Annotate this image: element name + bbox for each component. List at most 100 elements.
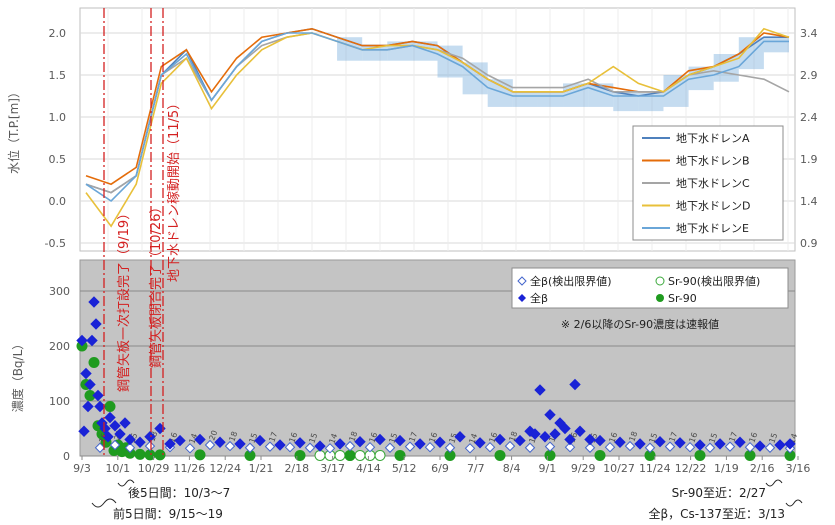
beta-point xyxy=(434,436,446,448)
beta-limit-data-label: 17 xyxy=(407,431,419,444)
upper-y2-tick-label: 1.4 xyxy=(800,195,818,208)
sr90-point xyxy=(294,449,306,461)
legend-label-drain-D: 地下水ドレンD xyxy=(676,200,750,213)
beta-limit-point xyxy=(624,440,636,452)
beta-point xyxy=(514,434,526,447)
footnote-sr90-recent: Sr-90至近：2/27 xyxy=(672,486,766,500)
footnote-beta-recent: 全β，Cs-137至近：3/13 xyxy=(649,506,785,521)
beta-point xyxy=(84,378,96,391)
upper-y-tick-label: 2.0 xyxy=(49,27,67,40)
beta-point xyxy=(634,438,646,450)
beta-point xyxy=(774,439,786,451)
beta-limit-point xyxy=(344,440,356,452)
lower-y-tick-label: 0 xyxy=(63,450,70,463)
lower-points-group: 1520151816142018151716151418161517161514… xyxy=(76,296,799,461)
x-tick-label: 10/1 xyxy=(105,462,130,475)
sr90-point xyxy=(134,448,146,460)
beta-point xyxy=(109,420,121,432)
beta-point xyxy=(474,437,486,449)
beta-limit-point xyxy=(684,441,696,453)
sr90-point xyxy=(88,357,100,368)
upper-range-bar xyxy=(763,37,789,53)
brace-beta xyxy=(785,499,803,507)
sr90-point xyxy=(344,449,356,461)
annotation-label-2: 鋼管矢板閉合完了（10/26） xyxy=(149,201,164,368)
beta-limit-point xyxy=(144,440,156,452)
upper-y-tick-label: 1.0 xyxy=(49,111,67,124)
beta-limit-data-label: 16 xyxy=(687,431,699,444)
lower-y-ticks: 300 200 100 0 xyxy=(49,285,70,463)
annotation-label-3: 地下水ドレン稼動開始（11/5） xyxy=(167,97,182,282)
upper-y-tick-label: -0.5 xyxy=(45,237,66,250)
beta-limit-point xyxy=(464,443,476,454)
x-tick-label: 2/16 xyxy=(750,462,775,475)
beta-limit-point xyxy=(704,442,716,453)
beta-limit-data-label: 14 xyxy=(467,432,479,445)
beta-point xyxy=(274,439,286,451)
x-tick-label: 9/3 xyxy=(73,462,91,475)
x-tick-label: 10/27 xyxy=(603,462,635,475)
beta-point xyxy=(674,437,686,449)
beta-point xyxy=(76,334,88,347)
beta-limit-data-label: 17 xyxy=(727,431,739,444)
beta-limit-point xyxy=(224,440,236,452)
x-tick-label: 12/24 xyxy=(209,462,241,475)
beta-point xyxy=(86,334,98,347)
brace-sr90 xyxy=(765,479,783,487)
x-tick-label: 7/7 xyxy=(467,462,485,475)
beta-limit-data-label: 14 xyxy=(327,432,339,445)
x-tick-label: 9/1 xyxy=(539,462,557,475)
x-tick-label: 1/21 xyxy=(249,462,274,475)
lower-y-axis-label: 濃度（Bq/L） xyxy=(10,338,25,413)
beta-limit-data-label: 15 xyxy=(767,432,779,445)
upper-y2-tick-label: 0.9 xyxy=(800,237,818,250)
lower-legend-box xyxy=(511,267,789,309)
beta-limit-point xyxy=(384,442,396,453)
beta-limit-point xyxy=(744,441,756,453)
sr90-limit-point xyxy=(314,449,326,461)
footnote-before-5-days: 前5日間：9/15～19 xyxy=(113,506,223,521)
lower-legend-label: Sr-90(検出限界値) xyxy=(668,274,760,288)
sr90-point xyxy=(394,449,406,461)
lower-legend: 全β(検出限界値) Sr-90(検出限界値) 全β Sr-90 xyxy=(511,267,789,309)
beta-limit-point xyxy=(184,443,196,454)
beta-point xyxy=(94,400,106,413)
beta-limit-data-label: 15 xyxy=(387,432,399,445)
beta-limit-data-label: 16 xyxy=(427,431,439,444)
x-tick-label: 12/22 xyxy=(675,462,707,475)
beta-point xyxy=(92,389,104,402)
upper-y-tick-label: 0.0 xyxy=(49,195,67,208)
upper-y-tick-label: 1.5 xyxy=(49,69,67,82)
upper-y-tick-label: 0.5 xyxy=(49,153,67,166)
x-tick-label: 4/14 xyxy=(356,462,381,475)
sr90-point xyxy=(694,449,706,461)
beta-limit-data-label: 20 xyxy=(207,429,219,442)
upper-legend: 地下水ドレンA 地下水ドレンB 地下水ドレンC 地下水ドレンD 地下水ドレンE xyxy=(632,125,784,241)
beta-point xyxy=(654,435,666,448)
beta-limit-point xyxy=(364,441,376,453)
beta-point xyxy=(414,438,426,450)
beta-point xyxy=(124,433,136,446)
legend-label-drain-C: 地下水ドレンC xyxy=(676,177,750,190)
brace-before xyxy=(91,498,117,508)
x-tick-label: 2/18 xyxy=(284,462,309,475)
x-tick-label: 9/29 xyxy=(571,462,596,475)
beta-limit-data-label: 18 xyxy=(227,430,239,443)
beta-limit-point xyxy=(304,442,316,453)
upper-y-ticks: 2.0 1.5 1.0 0.5 0.0 -0.5 xyxy=(45,27,66,250)
x-tick-label: 3/17 xyxy=(320,462,345,475)
beta-point xyxy=(714,438,726,450)
upper-range-bar xyxy=(462,62,488,95)
beta-point xyxy=(78,425,90,437)
beta-limit-data-label: 16 xyxy=(747,431,759,444)
lower-y-tick-label: 300 xyxy=(49,285,70,298)
beta-limit-data-label: 16 xyxy=(287,431,299,444)
beta-point xyxy=(694,439,706,451)
series-line-drain-B xyxy=(85,27,790,186)
beta-limit-point xyxy=(264,441,276,452)
beta-point xyxy=(494,433,506,446)
beta-limit-point xyxy=(724,441,736,452)
upper-y2-ticks: 3.4 2.9 2.4 1.9 1.4 0.9 xyxy=(800,27,818,250)
x-tick-label: 11/24 xyxy=(639,462,671,475)
